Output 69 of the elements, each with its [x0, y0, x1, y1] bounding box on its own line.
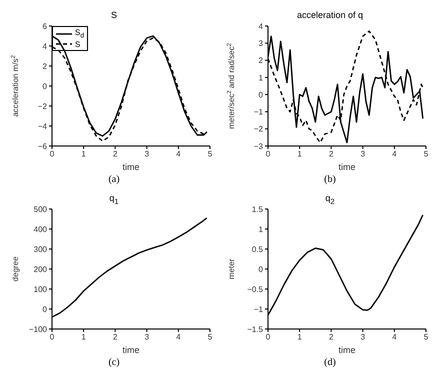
x-axis-title: time	[338, 162, 356, 172]
y-tick-label: −3	[254, 142, 264, 151]
x-axis-title: time	[122, 162, 140, 172]
y-tick-label: 0	[42, 304, 48, 314]
text: (b)	[323, 174, 337, 185]
text: (d)	[323, 357, 337, 368]
y-tick-label: −2	[254, 124, 264, 134]
text: (a)	[107, 174, 121, 185]
y-tick-label: 0	[258, 264, 264, 274]
x-tick-label: 5	[208, 150, 213, 159]
y-tick-label: 3	[258, 38, 264, 48]
y-tick-label: −2	[38, 102, 48, 111]
x-tick-label: 5	[424, 150, 429, 159]
x-tick-label: 4	[392, 332, 398, 342]
x-tick-label: 3	[360, 332, 366, 342]
x-tick-label: 3	[144, 332, 150, 342]
y-tick-label: −1	[254, 108, 264, 117]
y-axis-title: meter	[227, 258, 236, 280]
y-tick-label: 1	[258, 73, 264, 82]
text: (c)	[107, 357, 121, 368]
chart-title: acceleration of q	[296, 9, 364, 22]
x-tick-label: 0	[50, 332, 55, 342]
x-tick-label: 2	[112, 150, 118, 159]
x-tick-label: 1	[81, 150, 86, 159]
legend-label: S$_{d}$	[75, 28, 84, 40]
y-tick-label: −4	[38, 122, 48, 131]
y-tick-label: 200	[34, 264, 48, 274]
y-tick-label: −6	[38, 142, 48, 151]
x-tick-label: 3	[360, 150, 366, 159]
y-axis-title: degree	[11, 256, 20, 282]
x-tick-label: 2	[112, 332, 118, 342]
y-tick-label: 500	[34, 204, 48, 214]
x-tick-label: 3	[144, 150, 150, 159]
x-axis-title: time	[338, 345, 356, 355]
y-tick-label: 1	[258, 224, 264, 234]
chart-title: q$_{1}$	[108, 192, 120, 206]
y-tick-label: 0.5	[252, 244, 264, 254]
x-tick-label: 0	[50, 150, 55, 159]
y-tick-label: −1.5	[247, 324, 264, 334]
y-tick-label: 0	[258, 90, 264, 100]
y-tick-label: 2	[258, 56, 264, 66]
y-tick-label: −1	[254, 304, 264, 314]
x-tick-label: 4	[176, 150, 182, 159]
y-tick-label: 4	[42, 42, 48, 51]
y-tick-label: −0.5	[247, 284, 264, 294]
y-tick-label: 0	[42, 82, 48, 91]
y-tick-label: 6	[42, 22, 48, 31]
y-tick-label: 400	[34, 224, 48, 234]
x-tick-label: 2	[328, 150, 334, 159]
x-tick-label: 4	[392, 150, 398, 159]
y-tick-label: 2	[42, 62, 48, 71]
x-tick-label: 1	[297, 150, 302, 159]
x-axis-title: time	[122, 345, 140, 355]
x-tick-label: 0	[266, 332, 271, 342]
y-tick-label: −100	[28, 324, 48, 334]
x-tick-label: 1	[81, 332, 86, 342]
x-tick-label: 2	[328, 332, 334, 342]
chart-title: S	[110, 9, 118, 22]
x-tick-label: 0	[266, 150, 271, 159]
x-tick-label: 4	[176, 332, 182, 342]
legend-label: S	[75, 40, 80, 49]
x-tick-label: 5	[208, 332, 213, 342]
x-tick-label: 5	[424, 332, 429, 342]
x-tick-label: 1	[297, 332, 302, 342]
y-tick-label: 300	[34, 244, 48, 254]
y-tick-label: 100	[34, 284, 48, 294]
chart-title: q$_{2}$	[324, 192, 336, 206]
y-tick-label: 4	[258, 22, 264, 31]
y-tick-label: 1.5	[252, 204, 264, 214]
